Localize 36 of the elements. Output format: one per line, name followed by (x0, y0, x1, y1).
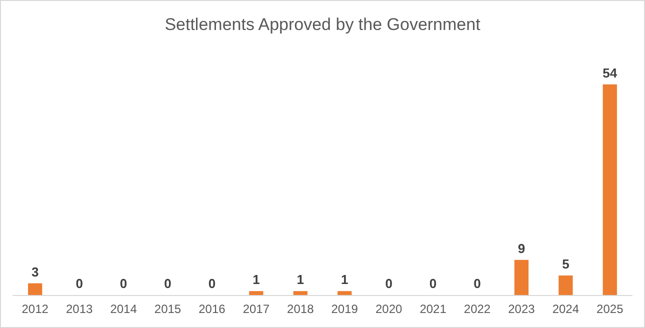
bar (293, 291, 308, 295)
bar (28, 283, 42, 295)
data-label: 0 (385, 276, 392, 291)
x-tick-label: 2020 (375, 302, 402, 316)
bar (558, 276, 573, 295)
x-tick-label: 2019 (331, 302, 358, 316)
chart-title: Settlements Approved by the Government (164, 15, 481, 34)
data-label: 3 (31, 264, 39, 280)
data-label: 0 (208, 276, 216, 291)
x-tick-label: 2024 (552, 302, 580, 316)
bar (338, 291, 352, 295)
data-label: 1 (340, 272, 348, 288)
x-tick-label: 2014 (110, 302, 138, 316)
x-tick-label: 2021 (420, 302, 447, 316)
x-tick-label: 2016 (198, 302, 226, 316)
data-label: 0 (474, 276, 481, 291)
x-tick-label: 2018 (287, 302, 314, 316)
data-label: 0 (120, 276, 128, 291)
x-tick-label: 2015 (154, 302, 182, 316)
data-label: 9 (518, 240, 526, 256)
data-label: 1 (296, 272, 304, 288)
x-tick-label: 2025 (596, 302, 624, 316)
x-tick-label: 2017 (242, 302, 270, 316)
data-label: 0 (429, 276, 437, 291)
data-label: 5 (562, 256, 570, 272)
bar (514, 260, 529, 295)
x-tick-label: 2012 (22, 302, 49, 316)
bar (249, 291, 264, 295)
x-tick-label: 2013 (66, 302, 93, 316)
x-tick-label: 2022 (464, 302, 491, 316)
x-tick-label: 2023 (508, 302, 536, 316)
data-label: 54 (602, 65, 618, 80)
bar (602, 84, 617, 295)
data-label: 1 (252, 272, 260, 288)
data-label: 0 (76, 276, 83, 291)
data-label: 0 (164, 276, 172, 291)
